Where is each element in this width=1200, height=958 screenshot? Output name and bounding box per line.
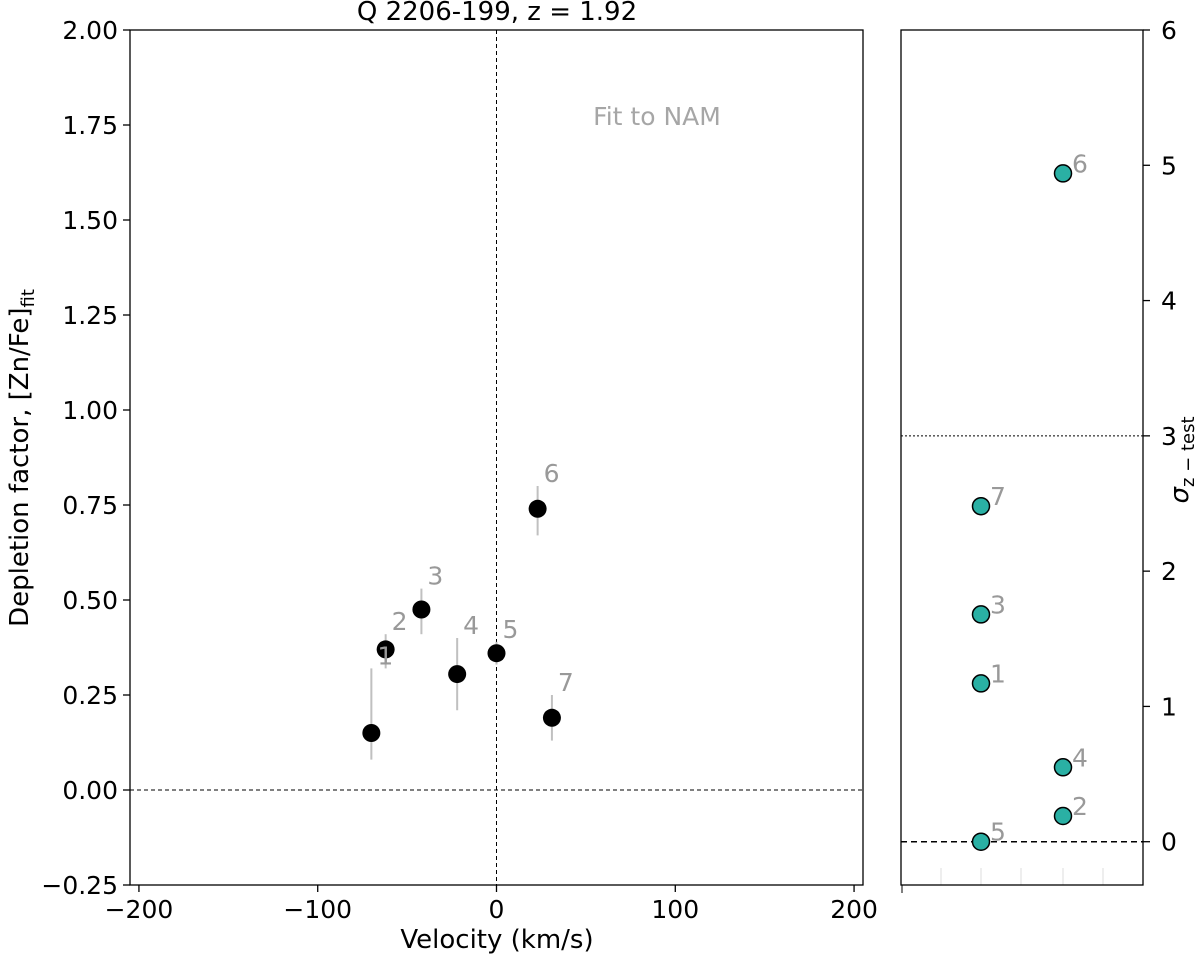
sigma-point-5 [971,832,991,851]
data-point-1 [362,724,381,742]
sigma-tick-label: 1 [1161,692,1177,721]
reference-lines [130,30,863,885]
x-tick-label: −200 [105,895,174,924]
x-tick-label: −100 [283,895,352,924]
data-point-3 [412,600,431,619]
fit-annotation: Fit to NAM [593,102,721,131]
y-tick-label: 1.25 [62,301,118,330]
y-tick-label: 1.00 [62,396,118,425]
sigma-tick-label: 4 [1161,287,1177,316]
point-label-1: 1 [377,641,393,670]
data-point-2 [376,640,395,659]
data-point-6 [528,499,547,518]
sigma-tick-label: 5 [1161,151,1177,180]
sigma-tick-label: 2 [1161,557,1177,586]
sigma-label-3: 3 [990,590,1006,619]
point-label-4: 4 [463,611,479,640]
y-axis-title: Depletion factor, [Zn/Fe]fit [5,289,39,627]
point-labels: 1 234 5 6 7 [377,459,573,697]
sigma-label-1: 1 [990,659,1006,688]
y-tick-label: 0.25 [62,681,118,710]
significance-frame [900,29,1144,886]
point-label-7: 7 [558,668,574,697]
significance-panel: 1 2 3 4 5 6 7 0 1 2 3 4 5 6 σz − test [900,16,1199,893]
sigma-point-4 [1053,758,1073,777]
x-axis-title: Velocity (km/s) [400,925,593,955]
x-axis-ticks: −200 −100 0 100 200 [105,885,878,924]
y-tick-label: 0.75 [62,491,118,520]
data-point-4 [448,665,467,684]
y-axis-ticks: −0.25 0.00 0.25 0.50 0.75 1.00 1.25 1.50 1.75 2.0… [41,16,130,900]
sigma-point-7 [971,496,991,516]
significance-points [971,164,1073,851]
significance-labels: 1 2 3 4 5 6 7 [990,149,1088,846]
y-tick-label: 0.50 [62,586,118,615]
point-label-5: 5 [503,615,519,644]
sigma-axis-title: σz − test [1165,416,1199,503]
sigma-tick-label: 3 [1161,422,1177,451]
bottom-minor-ticks [901,868,1104,893]
sigma-label-5: 5 [990,818,1006,847]
chart-title: Q 2206-199, z = 1.92 [357,0,637,27]
sigma-point-6 [1053,164,1073,183]
y-tick-label: −0.25 [41,871,118,900]
significance-lines [901,435,1143,843]
point-label-3: 3 [427,562,443,591]
sigma-axis-ticks: 0 1 2 3 4 5 6 [1143,16,1177,857]
sigma-point-2 [1053,806,1073,826]
point-label-6: 6 [544,459,560,488]
sigma-axis-title-main: σ [1165,486,1195,504]
plot-frame [129,29,864,886]
x-tick-label: 200 [830,895,878,924]
sigma-point-3 [971,605,991,624]
sigma-label-2: 2 [1072,792,1088,821]
sigma-label-4: 4 [1072,743,1088,772]
data-points [362,499,561,742]
y-axis-title-sub: fit [18,289,39,307]
data-point-5 [487,644,506,663]
y-tick-label: 1.50 [62,206,118,235]
y-tick-label: 2.00 [62,16,118,45]
data-point-7 [542,708,561,727]
sigma-tick-label: 6 [1161,16,1177,45]
y-tick-label: 1.75 [62,111,118,140]
sigma-label-6: 6 [1072,149,1088,178]
point-label-2: 2 [392,607,408,636]
x-tick-label: 0 [489,895,505,924]
y-axis-title-main: Depletion factor, [Zn/Fe] [5,308,35,627]
y-tick-label: 0.00 [62,776,118,805]
sigma-label-7: 7 [990,482,1006,511]
sigma-tick-label: 0 [1161,828,1177,857]
sigma-point-1 [971,674,991,693]
sigma-axis-title-sub: z − test [1178,416,1199,487]
x-tick-label: 100 [651,895,699,924]
